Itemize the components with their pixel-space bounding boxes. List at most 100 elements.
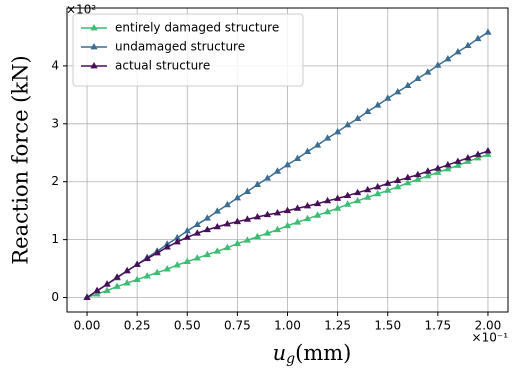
marker: [183, 233, 191, 240]
marker: [213, 247, 221, 254]
marker: [213, 222, 221, 230]
marker: [173, 261, 181, 268]
marker: [113, 273, 121, 280]
marker: [454, 48, 462, 55]
x-label-subscript: g: [286, 351, 295, 367]
legend-box: [72, 13, 304, 87]
marker: [153, 248, 161, 256]
marker: [444, 160, 452, 168]
marker: [103, 280, 111, 287]
marker: [233, 217, 241, 225]
marker: [103, 286, 111, 293]
marker: [334, 204, 342, 211]
marker: [213, 207, 221, 214]
marker: [454, 161, 462, 168]
marker: [283, 221, 292, 229]
marker: [223, 243, 231, 251]
marker: [434, 168, 442, 175]
x-tick-label: 1.75: [424, 319, 451, 333]
marker: [344, 120, 352, 128]
marker: [253, 232, 262, 240]
marker: [303, 214, 312, 222]
x-tick-label: 1.25: [324, 319, 351, 333]
marker: [303, 202, 312, 209]
marker: [263, 210, 272, 218]
marker: [203, 250, 211, 258]
marker: [313, 211, 322, 218]
marker: [293, 154, 302, 161]
marker: [344, 191, 352, 199]
marker: [444, 164, 452, 172]
marker: [323, 196, 332, 204]
marker: [283, 206, 292, 214]
marker: [233, 239, 241, 247]
marker: [414, 74, 422, 82]
x-tick-label: 0.25: [124, 319, 151, 333]
marker: [183, 226, 191, 234]
y-tick-label: 4: [51, 58, 59, 72]
marker: [484, 147, 492, 154]
x-label-unit: (mm): [295, 341, 351, 365]
x-tick-label: 1.50: [374, 319, 401, 333]
marker: [334, 127, 342, 135]
marker: [384, 186, 392, 193]
legend-marker: [90, 43, 98, 50]
marker: [263, 174, 272, 181]
legend-label: actual structure: [115, 59, 210, 73]
marker: [424, 167, 432, 174]
x-tick-label: 2.00: [475, 319, 502, 333]
marker: [193, 254, 201, 261]
marker: [233, 193, 241, 201]
legend-label: undamaged structure: [115, 40, 245, 54]
y-tick-label: 2: [51, 174, 59, 188]
marker: [193, 229, 201, 236]
marker: [303, 147, 312, 155]
marker: [354, 114, 362, 121]
marker: [83, 293, 91, 300]
marker: [133, 260, 141, 267]
marker: [203, 225, 211, 233]
marker: [173, 237, 181, 245]
marker: [253, 180, 262, 188]
marker: [243, 187, 252, 194]
marker: [293, 218, 302, 225]
marker: [384, 179, 392, 186]
marker: [484, 28, 492, 35]
marker: [153, 268, 161, 276]
x-tick-label: 0.00: [74, 319, 101, 333]
marker: [474, 34, 482, 42]
marker: [384, 94, 392, 101]
x-offset-text: ×10⁻¹: [472, 331, 509, 345]
marker: [404, 81, 412, 88]
marker: [354, 196, 362, 204]
plot-frame: [66, 7, 509, 313]
marker: [163, 243, 171, 250]
x-tick-label: 0.75: [224, 319, 251, 333]
marker: [364, 107, 372, 115]
marker: [193, 220, 201, 227]
marker: [364, 185, 372, 193]
marker: [183, 257, 191, 265]
marker: [283, 160, 292, 168]
x-tick-label: 1.00: [274, 319, 301, 333]
marker: [93, 286, 101, 293]
marker: [364, 193, 372, 200]
y-tick-label: 3: [51, 116, 59, 130]
marker: [394, 176, 402, 183]
marker: [454, 157, 462, 164]
marker: [223, 200, 231, 208]
marker: [313, 199, 322, 207]
marker: [243, 215, 252, 222]
marker: [464, 153, 472, 161]
y-offset-text: ×10²: [66, 3, 96, 17]
marker: [263, 229, 272, 236]
y-tick-label: 0: [51, 290, 59, 304]
marker: [113, 282, 121, 289]
marker: [474, 153, 482, 161]
marker: [133, 275, 141, 282]
marker: [374, 182, 382, 190]
marker: [424, 171, 432, 179]
marker: [123, 266, 131, 274]
marker: [253, 213, 262, 220]
marker: [143, 254, 151, 262]
